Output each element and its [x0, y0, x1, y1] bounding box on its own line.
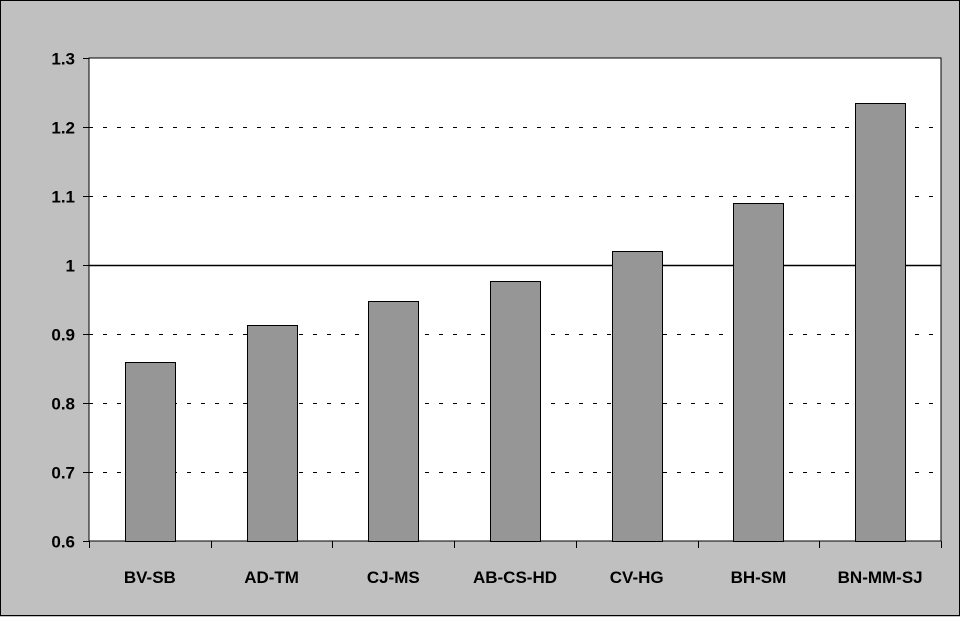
y-tick-label: 0.6 — [51, 533, 75, 552]
bar-bh-sm — [733, 203, 784, 542]
bar-ab-cs-hd — [490, 281, 541, 542]
axes — [83, 58, 942, 548]
y-tick-labels: 0.6 0.7 0.8 0.9 1 1.1 1.2 1.3 — [51, 50, 75, 552]
x-tick-label: BV-SB — [124, 568, 176, 587]
x-tick-label: BH-SM — [731, 568, 787, 587]
bar-bv-sb — [125, 362, 176, 542]
bar-cv-hg — [612, 251, 663, 542]
x-tick-label: CV-HG — [610, 568, 664, 587]
y-tick-label: 0.8 — [51, 395, 75, 414]
bar-cj-ms — [368, 301, 419, 542]
y-tick-label: 0.7 — [51, 464, 75, 483]
bars — [125, 103, 906, 542]
y-tick-label: 1 — [66, 257, 75, 276]
x-tick-label: AB-CS-HD — [473, 568, 557, 587]
gridlines — [89, 127, 941, 473]
y-tick-label: 1.3 — [51, 50, 75, 69]
x-tick-labels: BV-SB AD-TM CJ-MS AB-CS-HD CV-HG BH-SM BN-MM-S… — [124, 568, 923, 587]
bar-bn-mm-sj — [855, 103, 906, 542]
x-tick-label: AD-TM — [244, 568, 299, 587]
x-tick-label: CJ-MS — [367, 568, 420, 587]
y-tick-label: 1.2 — [51, 119, 75, 138]
y-tick-label: 0.9 — [51, 326, 75, 345]
x-tick-label: BN-MM-SJ — [838, 568, 923, 587]
y-tick-label: 1.1 — [51, 188, 75, 207]
bar-ad-tm — [247, 325, 298, 542]
